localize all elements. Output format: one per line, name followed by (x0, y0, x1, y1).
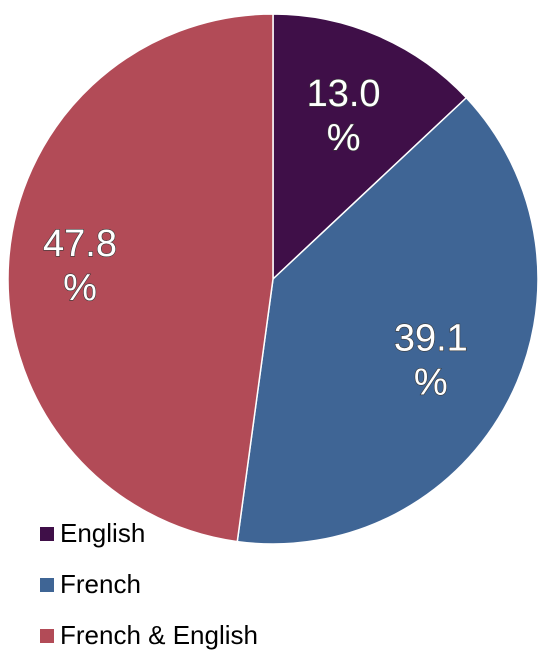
legend-label-french-and-english: French & English (60, 620, 258, 650)
legend-swatch-french-and-english (40, 629, 54, 643)
legend-item-french-and-english: French & English (40, 620, 258, 650)
data-label-unit: % (414, 361, 448, 403)
data-label-value: 47.8 (43, 223, 117, 265)
legend-label-english: English (60, 518, 145, 548)
legend-label-french: French (60, 569, 141, 599)
pie-slice-french (236, 96, 538, 545)
data-label-french: 39.1% (394, 317, 468, 403)
data-label-unit: % (327, 117, 361, 159)
pie-slice-english (272, 13, 468, 281)
pie-slice-french-and-english (7, 13, 274, 543)
legend-item-english: English (40, 518, 145, 548)
data-label-unit: % (63, 267, 97, 309)
pie-slices (7, 13, 538, 545)
pie-data-labels: 13.0 %39.1 %47.8% (42, 72, 468, 403)
legend-item-french: French (40, 569, 141, 599)
legend: English French French & English (40, 518, 258, 650)
legend-swatch-english (40, 527, 54, 541)
data-label-french-and-english: 47.8% (43, 223, 117, 309)
data-label-english: 13.0% (307, 73, 381, 159)
data-label-value: 13.0 (307, 73, 381, 115)
data-label-value: 39.1 (394, 317, 468, 359)
legend-swatch-french (40, 578, 54, 592)
